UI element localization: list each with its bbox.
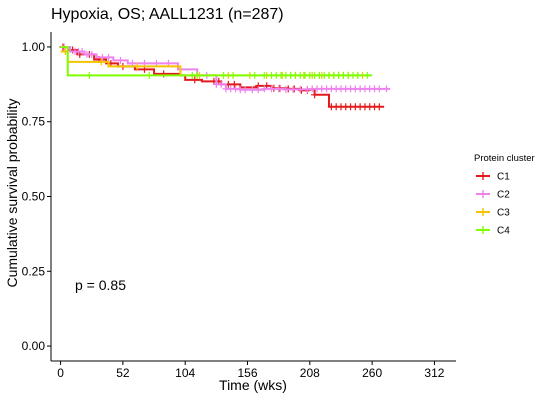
censor-mark — [354, 71, 362, 79]
legend-label: C1 — [497, 172, 510, 183]
censor-mark — [217, 80, 225, 88]
censor-mark — [99, 53, 107, 61]
censor-mark — [105, 53, 113, 61]
p-value-annotation: p = 0.85 — [75, 277, 126, 293]
x-tick-label: 52 — [116, 366, 130, 380]
censor-mark — [375, 85, 383, 93]
y-tick-label: 0.25 — [22, 264, 46, 278]
y-tick-label: 0.75 — [22, 115, 46, 129]
series-c2 — [60, 43, 391, 94]
censor-mark — [282, 85, 290, 93]
y-tick-label: 0.00 — [22, 339, 46, 353]
censor-mark — [145, 71, 153, 79]
legend-label: C3 — [497, 208, 510, 219]
censor-mark — [375, 103, 383, 111]
series-c1 — [59, 43, 385, 111]
censor-mark — [230, 80, 238, 88]
censor-mark — [251, 71, 259, 79]
series-c4 — [60, 45, 373, 79]
survival-curve-c2 — [60, 45, 391, 91]
censor-mark — [232, 85, 240, 93]
legend-items: C1 C2 C3 C4 — [476, 172, 510, 237]
censor-mark — [260, 71, 268, 79]
legend: Protein cluster C1 C2 C3 C4 — [474, 153, 535, 237]
censor-mark — [260, 85, 268, 93]
censor-mark — [254, 86, 262, 94]
censor-mark — [220, 71, 228, 79]
censor-mark — [229, 71, 237, 79]
censor-mark — [133, 62, 141, 70]
x-tick-label: 156 — [237, 366, 257, 380]
censor-mark — [85, 71, 93, 79]
censor-mark — [363, 71, 371, 79]
censor-mark — [248, 86, 256, 94]
survival-curves — [59, 43, 391, 111]
legend-title: Protein cluster — [474, 153, 535, 164]
censor-mark — [275, 85, 283, 93]
y-tick-label: 1.00 — [22, 40, 46, 54]
censor-mark — [241, 86, 249, 94]
legend-label: C4 — [497, 226, 510, 237]
legend-item-c3: C3 — [476, 208, 510, 219]
x-tick-label: 104 — [175, 366, 195, 380]
censor-mark — [191, 76, 199, 84]
chart-title: Hypoxia, OS; AALL1231 (n=287) — [51, 6, 284, 23]
censor-mark — [78, 47, 86, 55]
censor-mark — [97, 58, 105, 66]
x-axis-ticks: 0 52 104 156 208 260 312 — [57, 361, 445, 380]
x-tick-label: 208 — [300, 366, 320, 380]
legend-item-c1: C1 — [476, 172, 510, 183]
legend-label: C2 — [497, 190, 510, 201]
x-axis-label: Time (wks) — [219, 377, 287, 393]
censor-mark — [116, 56, 124, 64]
censor-mark — [289, 85, 297, 93]
censor-mark — [296, 85, 304, 93]
censor-mark — [267, 85, 275, 93]
x-tick-label: 312 — [424, 366, 444, 380]
legend-item-c2: C2 — [476, 190, 510, 201]
x-tick-label: 0 — [57, 366, 64, 380]
censor-mark — [88, 50, 96, 58]
y-axis-ticks: 0.00 0.25 0.50 0.75 1.00 — [22, 40, 51, 353]
censor-mark — [383, 85, 391, 93]
x-tick-label: 260 — [362, 366, 382, 380]
survival-curve-c4 — [60, 45, 373, 77]
y-tick-label: 0.50 — [22, 190, 46, 204]
legend-item-c4: C4 — [476, 226, 510, 237]
y-axis-label: Cumulative survival probability — [4, 98, 20, 287]
censor-mark — [193, 71, 201, 79]
censor-mark — [311, 91, 319, 99]
